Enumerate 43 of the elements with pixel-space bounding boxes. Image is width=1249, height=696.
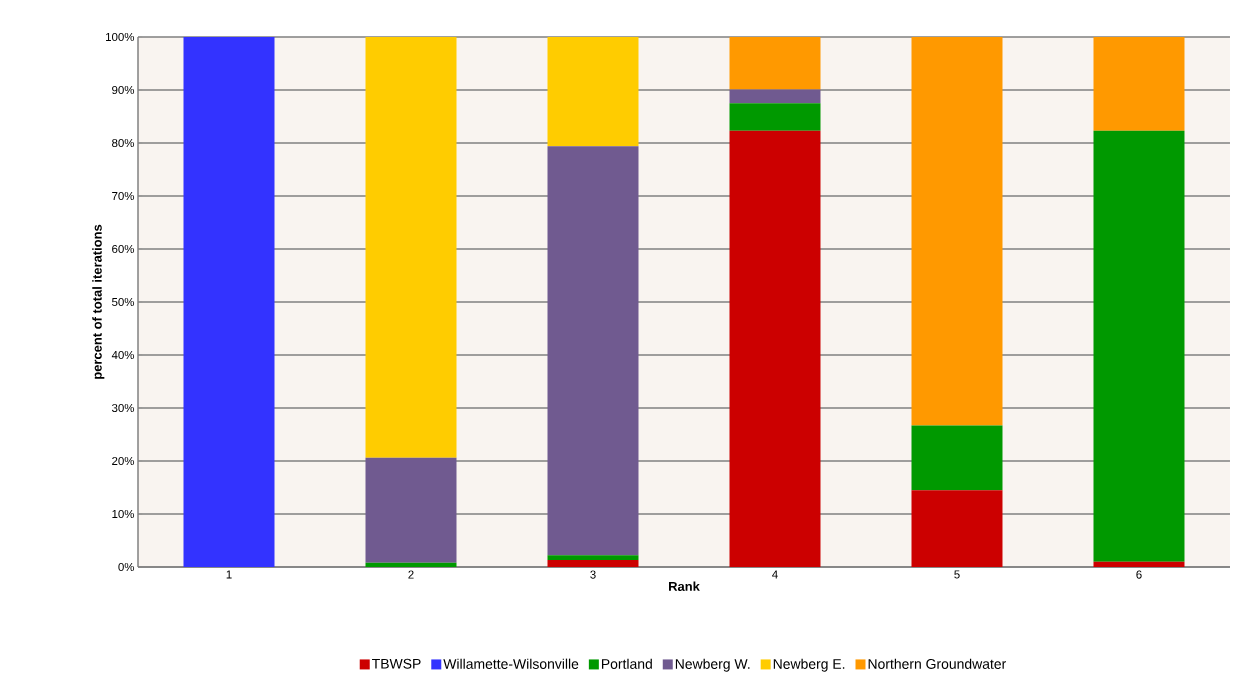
x-tick-label: 6 <box>1136 570 1142 579</box>
y-tick-label: 100% <box>106 32 135 42</box>
y-tick-label: 40% <box>111 350 135 360</box>
y-tick-label: 20% <box>112 456 135 466</box>
y-tick-label: 30% <box>111 403 135 413</box>
bar <box>365 36 457 458</box>
bar <box>547 146 639 556</box>
bar <box>365 562 457 567</box>
bar <box>547 555 639 561</box>
bar <box>1093 130 1185 562</box>
y-tick-label: 10% <box>112 509 135 519</box>
y-tick-label: 50% <box>112 297 135 307</box>
bar <box>911 425 1003 491</box>
bar <box>911 36 1003 426</box>
y-tick-label: 90% <box>112 85 135 95</box>
bar <box>547 36 639 147</box>
y-tick-label: 0% <box>118 562 135 572</box>
y-tick-label: 80% <box>112 138 135 148</box>
legend-label: Willamette-Wilsonville <box>443 658 579 669</box>
x-tick-label: 3 <box>590 570 596 579</box>
y-tick-label: 70% <box>112 191 135 201</box>
y-axis-title: percent of total iterations <box>92 224 105 379</box>
bar <box>365 457 457 563</box>
bar <box>911 490 1003 567</box>
x-axis-title: Rank <box>669 581 700 591</box>
legend-label: Northern Groundwater <box>868 658 1007 669</box>
x-tick-label: 5 <box>954 570 960 579</box>
legend-label: Newberg E. <box>773 658 845 672</box>
bar <box>729 89 821 104</box>
bar <box>729 36 821 90</box>
x-tick-label: 2 <box>408 570 414 579</box>
x-tick-label: 1 <box>226 570 232 579</box>
x-tick-label: 4 <box>772 570 778 579</box>
bar <box>729 103 821 131</box>
legend-label: Newberg W. <box>675 658 750 672</box>
bar <box>729 130 821 567</box>
y-tick-label: 60% <box>112 244 135 254</box>
legend-label: TBWSP <box>372 658 421 669</box>
legend-label: Portland <box>601 658 652 669</box>
bar <box>1093 561 1185 567</box>
bar <box>1093 36 1185 131</box>
bar <box>183 36 275 567</box>
bar <box>547 560 639 567</box>
